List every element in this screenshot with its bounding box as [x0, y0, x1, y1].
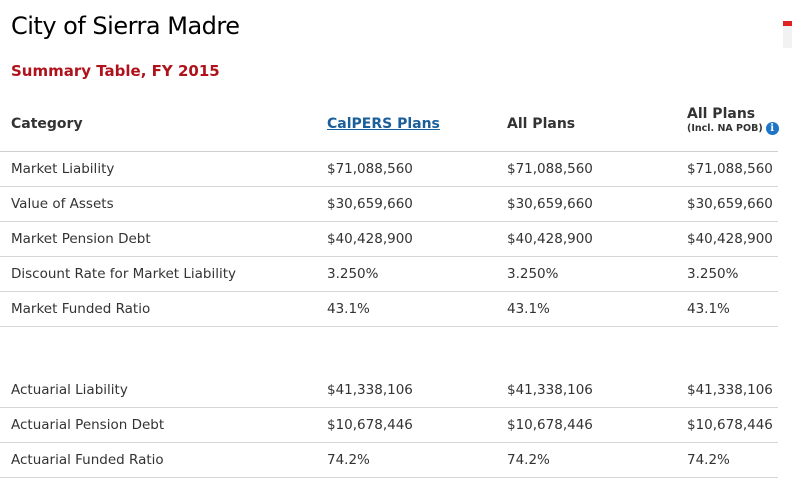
calpers-value: 3.250%: [327, 266, 379, 282]
row-label: Discount Rate for Market Liability: [11, 266, 237, 282]
header-category: Category: [11, 116, 83, 132]
table-row: Actuarial Funded Ratio 74.2% 74.2% 74.2%: [0, 443, 778, 478]
all-plans-value: $30,659,660: [507, 196, 593, 212]
row-label: Market Liability: [11, 161, 115, 177]
calpers-value: $30,659,660: [327, 196, 413, 212]
table-row: Actuarial Pension Debt $10,678,446 $10,678…: [0, 408, 778, 443]
table-row: Market Funded Ratio 43.1% 43.1% 43.1%: [0, 292, 778, 327]
all-plans-value: $10,678,446: [507, 417, 593, 433]
all-plans-value: $71,088,560: [507, 161, 593, 177]
all-plans-incl-value: 3.250%: [687, 266, 739, 282]
all-plans-incl-value: $71,088,560: [687, 161, 773, 177]
all-plans-incl-value: $40,428,900: [687, 231, 773, 247]
all-plans-incl-value: $41,338,106: [687, 382, 773, 398]
calpers-value: $10,678,446: [327, 417, 413, 433]
row-label: Market Funded Ratio: [11, 301, 151, 317]
row-label: Actuarial Liability: [11, 382, 128, 398]
calpers-value: 74.2%: [327, 452, 370, 468]
table-row: Value of Assets $30,659,660 $30,659,660 $30…: [0, 187, 778, 222]
header-calpers-plans[interactable]: CalPERS Plans: [327, 116, 440, 132]
all-plans-incl-value: 43.1%: [687, 301, 730, 317]
table-row: Actuarial Liability $41,338,106 $41,338,10…: [0, 373, 778, 408]
all-plans-incl-value: $10,678,446: [687, 417, 773, 433]
calpers-value: $71,088,560: [327, 161, 413, 177]
all-plans-incl-value: $30,659,660: [687, 196, 773, 212]
all-plans-value: $40,428,900: [507, 231, 593, 247]
table-row: Market Liability $71,088,560 $71,088,560 $7…: [0, 152, 778, 187]
calpers-plans-link[interactable]: CalPERS Plans: [327, 116, 440, 132]
table-subtitle: Summary Table, FY 2015: [11, 62, 220, 80]
table-row: Discount Rate for Market Liability 3.250%…: [0, 257, 778, 292]
calpers-value: $40,428,900: [327, 231, 413, 247]
calpers-value: $41,338,106: [327, 382, 413, 398]
all-plans-value: 43.1%: [507, 301, 550, 317]
info-icon[interactable]: i: [765, 122, 779, 135]
all-plans-incl-value: 74.2%: [687, 452, 730, 468]
header-all-plans-incl-label: All Plans: [687, 106, 756, 122]
pdf-icon[interactable]: [783, 21, 792, 48]
page-title: City of Sierra Madre: [11, 12, 240, 40]
header-divider: [0, 151, 778, 152]
all-plans-value: 74.2%: [507, 452, 550, 468]
row-label: Value of Assets: [11, 196, 114, 212]
header-note: (Incl. NA POB): [687, 123, 763, 134]
header-all-plans-incl: All Plans (Incl. NA POB) i: [687, 106, 779, 135]
row-label: Actuarial Funded Ratio: [11, 452, 164, 468]
header-all-plans: All Plans: [507, 116, 576, 132]
all-plans-value: $41,338,106: [507, 382, 593, 398]
all-plans-value: 3.250%: [507, 266, 559, 282]
row-label: Market Pension Debt: [11, 231, 151, 247]
table-row: Market Pension Debt $40,428,900 $40,428,90…: [0, 222, 778, 257]
calpers-value: 43.1%: [327, 301, 370, 317]
row-label: Actuarial Pension Debt: [11, 417, 165, 433]
